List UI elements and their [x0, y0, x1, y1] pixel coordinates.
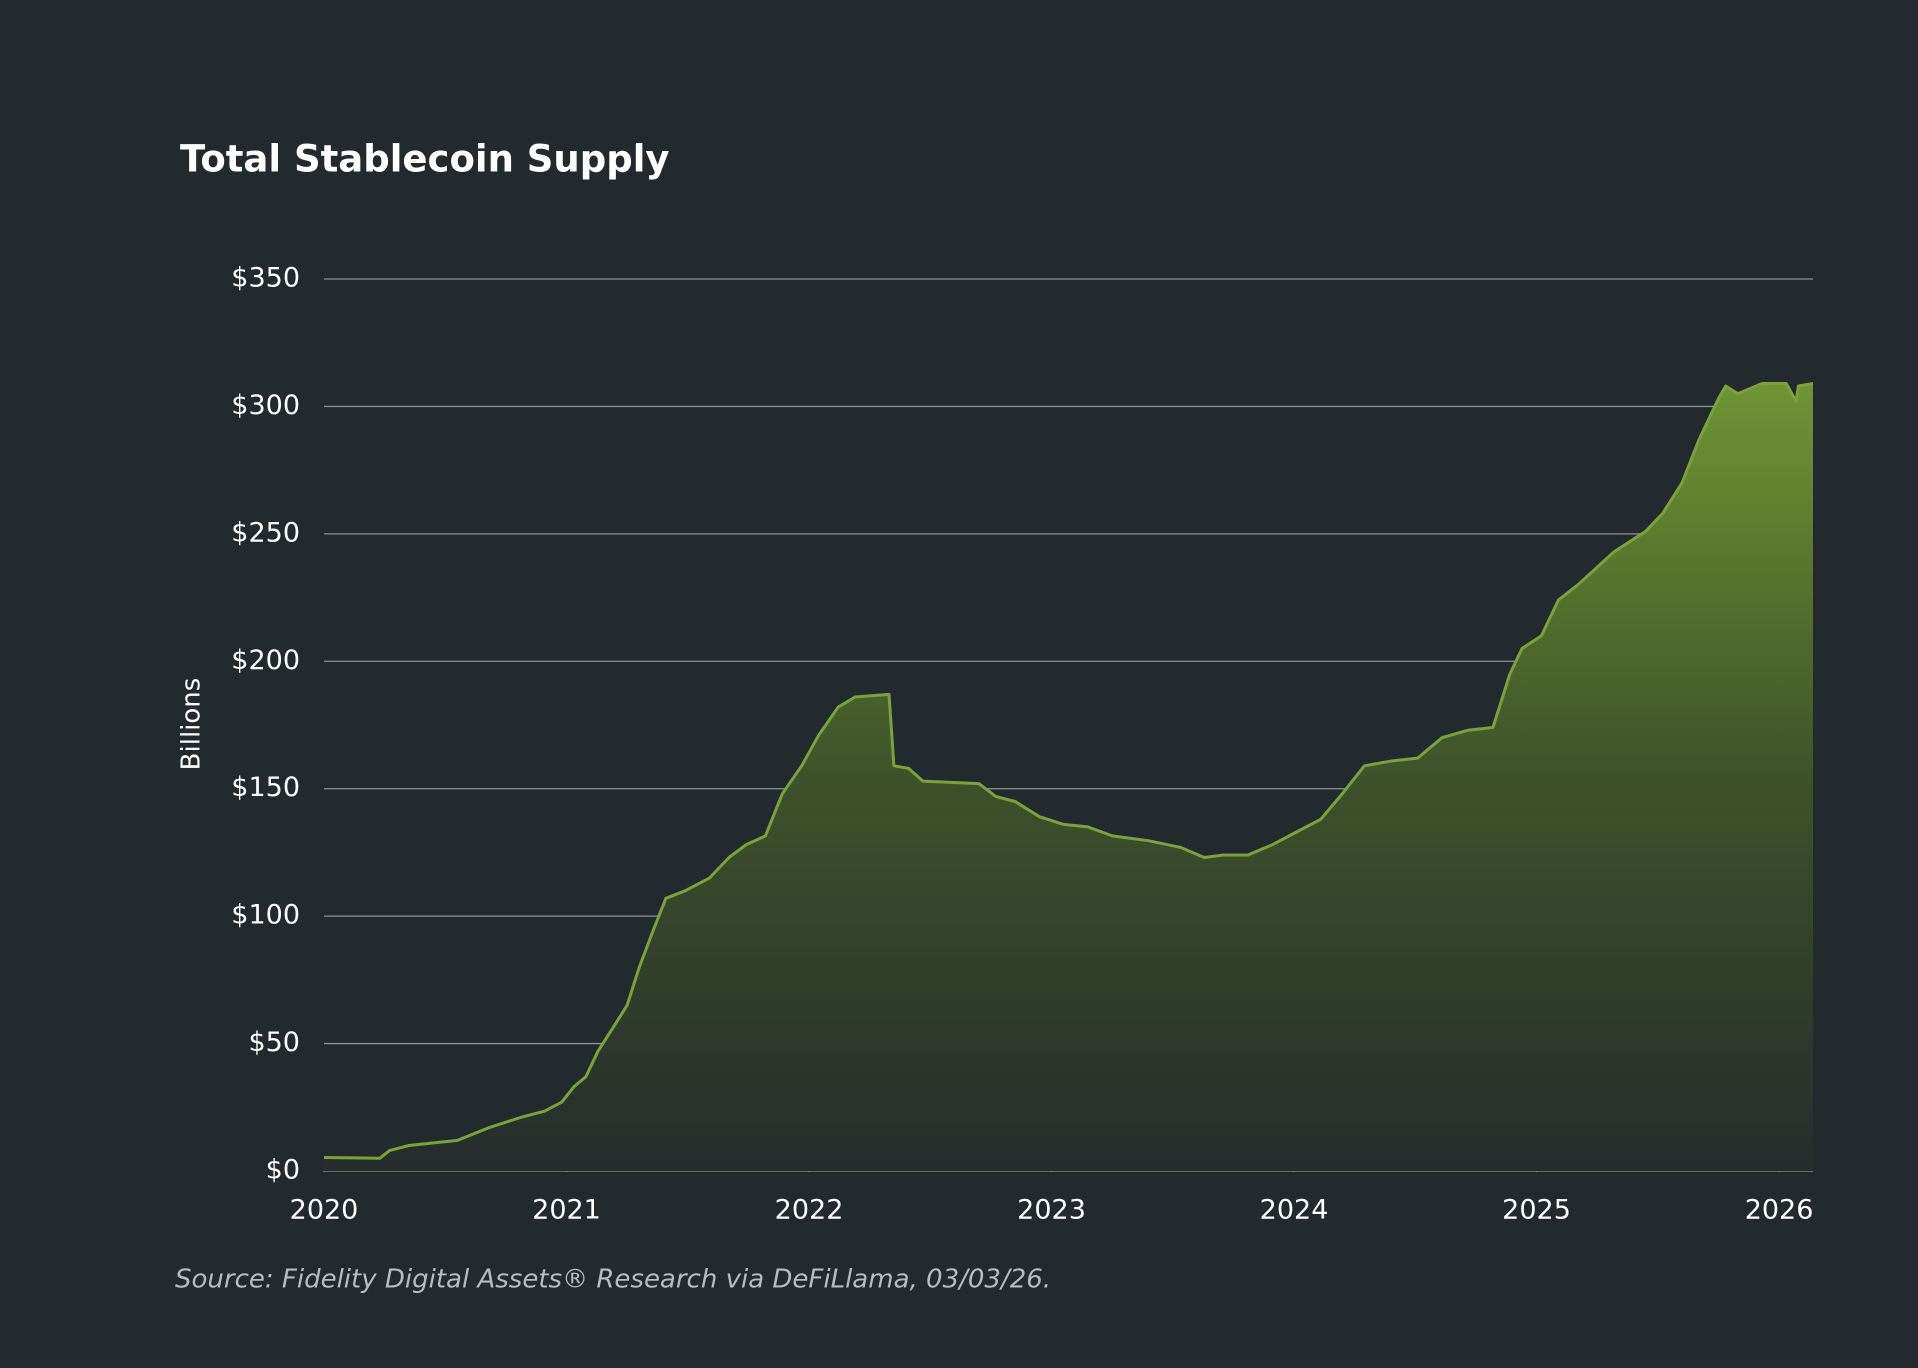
x-tick-label: 2025	[1502, 1195, 1571, 1226]
y-tick-label: $100	[231, 900, 300, 931]
area-line	[323, 382, 1814, 1160]
x-tick-label: 2024	[1260, 1195, 1329, 1226]
y-tick-label: $150	[231, 772, 300, 803]
x-tick-label: 2026	[1745, 1195, 1814, 1226]
source-note: Source: Fidelity Digital Assets® Researc…	[175, 1265, 1051, 1295]
x-tick-label: 2020	[290, 1195, 359, 1226]
y-tick-label: $0	[266, 1155, 300, 1186]
y-tick-label: $50	[248, 1027, 300, 1058]
y-tick-label: $250	[231, 517, 300, 548]
y-tick-label: $350	[231, 263, 300, 294]
x-tick-label: 2021	[532, 1195, 601, 1226]
y-tick-label: $300	[231, 390, 300, 421]
x-tick-label: 2022	[775, 1195, 844, 1226]
chart-title: Total Stablecoin Supply	[180, 138, 670, 181]
area-fill	[324, 383, 1813, 1171]
x-tick-label: 2023	[1017, 1195, 1086, 1226]
y-axis-label: Billions	[177, 678, 207, 771]
y-tick-label: $200	[231, 645, 300, 676]
